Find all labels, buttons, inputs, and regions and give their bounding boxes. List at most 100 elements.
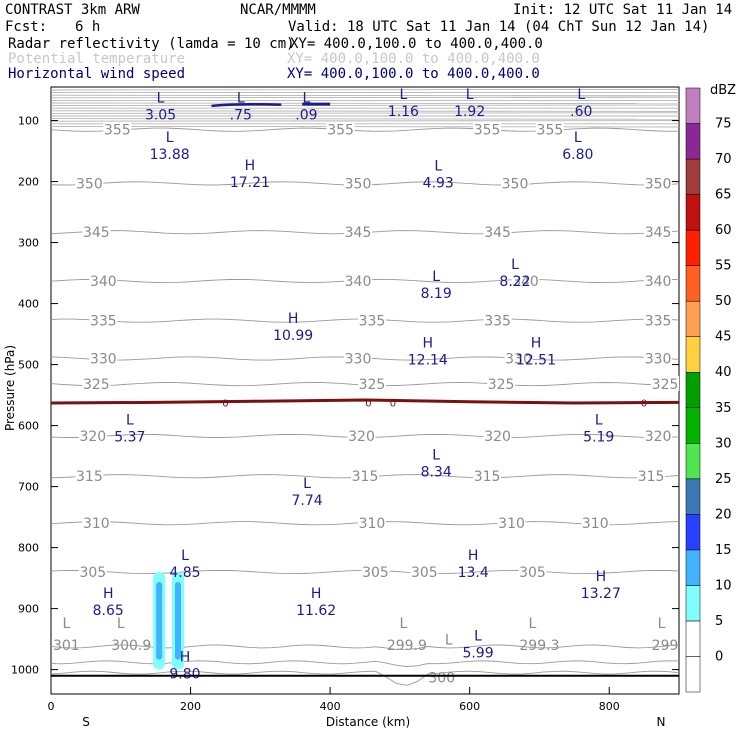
isentrope-label-bg	[89, 312, 118, 328]
colorbar-level-label: 60	[715, 223, 732, 238]
wind-extremum-value: 11.62	[296, 603, 336, 619]
colorbar-level-label: 45	[715, 330, 732, 345]
wind-extremum-type: L	[302, 90, 310, 106]
isentrope-label-bg	[361, 563, 390, 579]
y-tick-label: 1000	[11, 664, 39, 677]
y-tick-label: 600	[18, 420, 39, 433]
wind-extremum-type: L	[595, 412, 603, 428]
x-tick-label: 800	[599, 700, 620, 713]
upper-isentrope-line	[50, 112, 680, 114]
wind-extremum-value: 5.19	[583, 429, 614, 445]
init-time: Init: 12 UTC Sat 11 Jan 14	[513, 2, 732, 18]
isentrope-315: 315 315 315 315	[50, 468, 680, 485]
isentrope-label-bg	[82, 224, 111, 240]
colorbar-level-label: 25	[715, 472, 732, 487]
isentrope-label-bg	[501, 175, 530, 191]
wind-extremum-value: 4.93	[423, 176, 454, 192]
isentrope-label-bg	[78, 427, 107, 443]
isentrope-label: 335	[90, 314, 117, 330]
isentrope-label: 315	[638, 469, 665, 485]
isentrope-label: 340	[645, 274, 672, 290]
wind-extremum-value: 3.05	[145, 107, 176, 123]
isentrope-label-bg	[75, 468, 104, 484]
isentrope-label-bg	[504, 350, 533, 366]
isentrope-label: 330	[90, 351, 117, 367]
field-wind-xy: XY= 400.0,100.0 to 400.0,400.0	[287, 66, 540, 82]
isentrope-label-bg	[344, 224, 373, 240]
isentrope-label-bg	[483, 224, 512, 240]
isentrope-label-bg	[357, 376, 386, 392]
isentrope-label: 320	[484, 429, 511, 445]
isentrope-label-bg	[344, 175, 373, 191]
wind-extremum-type: L	[474, 628, 482, 644]
colorbar-level-label: 75	[715, 117, 732, 132]
wind-extremum-type: L	[237, 90, 245, 106]
wind-extremum-value: 13.88	[150, 147, 190, 163]
wind-extremum-value: 4.85	[169, 565, 200, 581]
y-axis-label: Pressure (hPa)	[3, 345, 17, 431]
isentrope-label-bg	[644, 175, 673, 191]
wind-extremum-type: L	[126, 412, 134, 428]
isentrope-label: 355	[537, 123, 564, 139]
x-axis-right-end: N	[657, 715, 666, 729]
y-tick-label: 800	[18, 542, 39, 555]
wind-extremum-type: L	[577, 87, 585, 103]
isentrope-label: 320	[79, 429, 106, 445]
wind-extremum-type: H	[468, 548, 479, 564]
colorbar-level-label: 10	[715, 578, 732, 593]
wind-extremum-type: L	[434, 159, 442, 175]
colorbar-swatch	[685, 443, 701, 480]
isentrope-310: 310 310 310 310	[50, 515, 680, 532]
isentrope-label: 345	[484, 225, 511, 241]
x-tick-label: 600	[459, 700, 480, 713]
wind-extremum-value: 12.14	[408, 352, 448, 368]
field-wind-name: Horizontal wind speed	[8, 66, 185, 82]
upper-isentrope-line	[50, 118, 680, 120]
isentrope-label: 350	[502, 176, 529, 192]
isentrope-345: 345 345 345 345	[50, 224, 680, 241]
isentrope-label-bg	[103, 121, 132, 137]
wind-extremum-type: L	[432, 269, 440, 285]
isentrope-label: 350	[345, 176, 372, 192]
isentrope-label-bg	[651, 376, 680, 392]
isentrope-label-bg	[75, 175, 104, 191]
isentrope-label-bg	[326, 121, 355, 137]
x-tick-label: 400	[320, 700, 341, 713]
isentrope-label: 320	[645, 429, 672, 445]
isentrope-label-bg	[644, 272, 673, 288]
fcst-label: Fcst:	[5, 19, 47, 35]
theta-surface-label: 300	[428, 671, 455, 687]
wind-extremum-value: 10.99	[273, 328, 313, 344]
theta-extremum-marker: L	[62, 616, 70, 632]
colorbar-swatch	[685, 87, 701, 124]
colorbar-swatch	[685, 478, 701, 515]
colorbar-swatch	[685, 371, 701, 409]
wind-extremum-value: 5.99	[462, 645, 493, 661]
reflectivity-cell-core	[156, 581, 163, 660]
fcst-value: 6 h	[75, 19, 100, 35]
freezing-level-label: 0	[365, 398, 371, 409]
theta-surface-label: 299.3	[519, 638, 559, 654]
isentrope-label-bg	[89, 350, 118, 366]
wind-extremum-type: L	[511, 257, 519, 273]
y-tick-label: 500	[18, 359, 39, 372]
isentrope-label: 340	[90, 274, 117, 290]
colorbar-level-label: 70	[715, 152, 732, 167]
wind-extremum-type: H	[423, 335, 434, 351]
colorbar-unit: dBZ	[710, 83, 736, 98]
colorbar-level-label: 0	[715, 649, 723, 664]
field-theta-xy: XY= 400.0,100.0 to 400.0,400.0	[287, 51, 540, 67]
isentrope-label-bg	[487, 376, 516, 392]
colorbar-swatch	[685, 656, 701, 693]
colorbar-swatch	[685, 620, 701, 657]
isentrope-label-bg	[497, 515, 526, 531]
isentrope-320: 320 320 320 320	[50, 427, 680, 445]
theta-surface-label: 299.9	[387, 638, 427, 654]
isentrope-label: 335	[484, 314, 511, 330]
upper-isentrope-line	[50, 125, 680, 128]
upper-isentrope-line	[50, 120, 680, 122]
colorbar: 0 5 10 15 20 25 30 35 40 45 50 55 60 65 70 75	[685, 87, 732, 693]
isentrope-label: 340	[345, 274, 372, 290]
isentrope-355: 355 355 355 355	[50, 121, 680, 139]
x-axis-left-end: S	[82, 715, 90, 729]
